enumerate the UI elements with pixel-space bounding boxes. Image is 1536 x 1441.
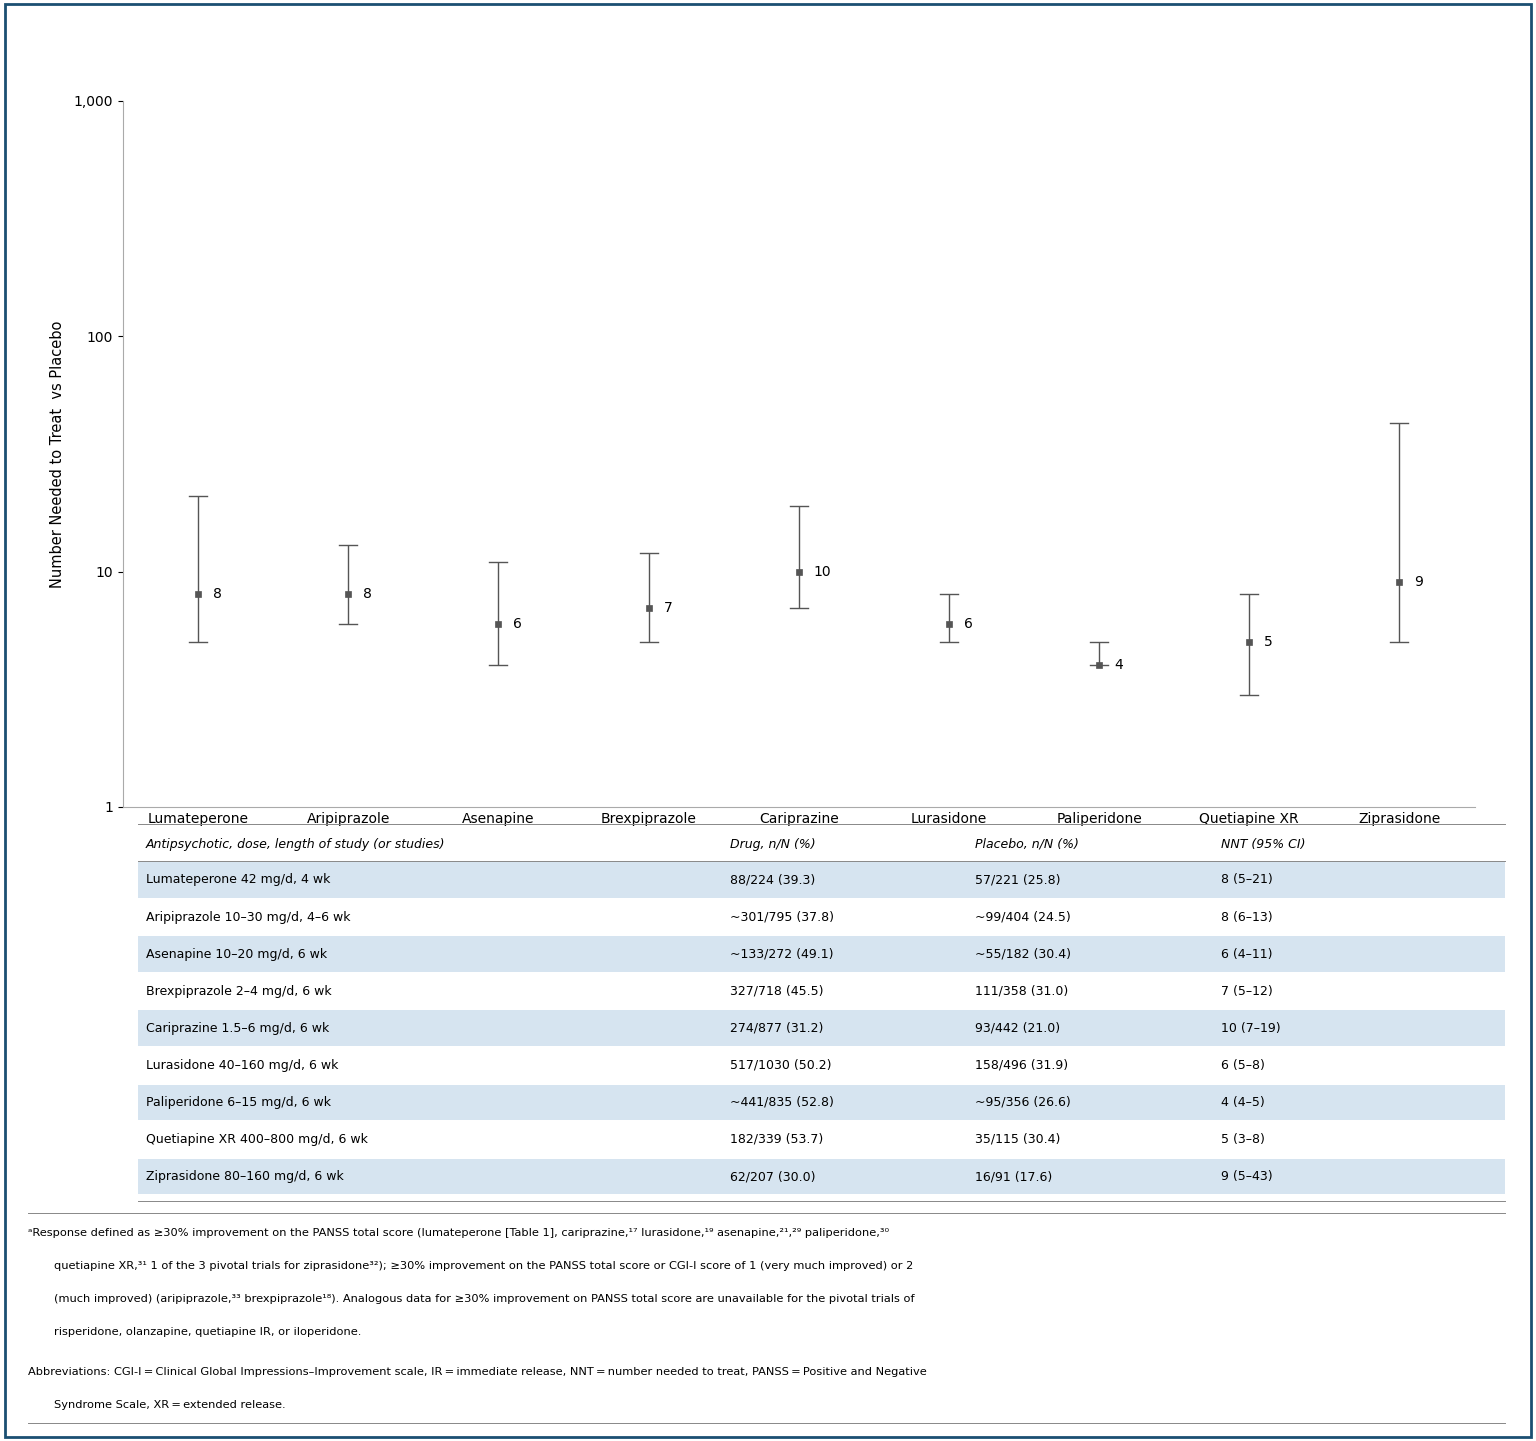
Text: 8: 8 — [362, 588, 372, 601]
Text: (much improved) (aripiprazole,³³ brexpiprazole¹⁸). Analogous data for ≥30% impro: (much improved) (aripiprazole,³³ brexpip… — [54, 1294, 914, 1304]
Text: 57/221 (25.8): 57/221 (25.8) — [975, 873, 1061, 886]
Text: ~133/272 (49.1): ~133/272 (49.1) — [730, 948, 833, 961]
Text: quetiapine XR,³¹ 1 of the 3 pivotal trials for ziprasidone³²); ≥30% improvement : quetiapine XR,³¹ 1 of the 3 pivotal tria… — [54, 1261, 912, 1271]
Text: Brexpiprazole 2–4 mg/d, 6 wk: Brexpiprazole 2–4 mg/d, 6 wk — [146, 984, 332, 997]
Text: Lumateperone 42 mg/d, 4 wk: Lumateperone 42 mg/d, 4 wk — [146, 873, 330, 886]
Text: 6 (5–8): 6 (5–8) — [1221, 1059, 1266, 1072]
Text: 327/718 (45.5): 327/718 (45.5) — [730, 984, 823, 997]
Bar — [138, 1010, 1505, 1046]
Text: 93/442 (21.0): 93/442 (21.0) — [975, 1022, 1060, 1035]
Text: Asenapine 10–20 mg/d, 6 wk: Asenapine 10–20 mg/d, 6 wk — [146, 948, 327, 961]
Text: risperidone, olanzapine, quetiapine IR, or iloperidone.: risperidone, olanzapine, quetiapine IR, … — [54, 1327, 361, 1337]
Bar — [138, 862, 1505, 898]
Text: ~55/182 (30.4): ~55/182 (30.4) — [975, 948, 1072, 961]
Text: 4 (4–5): 4 (4–5) — [1221, 1097, 1264, 1110]
Text: Syndrome Scale, XR = extended release.: Syndrome Scale, XR = extended release. — [54, 1401, 286, 1411]
Text: 6 (4–11): 6 (4–11) — [1221, 948, 1273, 961]
Text: 111/358 (31.0): 111/358 (31.0) — [975, 984, 1069, 997]
Text: 8 (6–13): 8 (6–13) — [1221, 911, 1273, 924]
Text: Paliperidone 6–15 mg/d, 6 wk: Paliperidone 6–15 mg/d, 6 wk — [146, 1097, 330, 1110]
Text: Ziprasidone 80–160 mg/d, 6 wk: Ziprasidone 80–160 mg/d, 6 wk — [146, 1170, 344, 1183]
Text: ~441/835 (52.8): ~441/835 (52.8) — [730, 1097, 834, 1110]
Bar — [138, 1085, 1505, 1120]
Text: 62/207 (30.0): 62/207 (30.0) — [730, 1170, 816, 1183]
Y-axis label: Number Needed to Treat  vs Placebo: Number Needed to Treat vs Placebo — [51, 320, 66, 588]
Text: Abbreviations: CGI-I = Clinical Global Impressions–Improvement scale, IR = immed: Abbreviations: CGI-I = Clinical Global I… — [28, 1368, 926, 1378]
Text: Placebo, n/N (%): Placebo, n/N (%) — [975, 837, 1080, 850]
Text: 517/1030 (50.2): 517/1030 (50.2) — [730, 1059, 831, 1072]
Text: Drug, n/N (%): Drug, n/N (%) — [730, 837, 816, 850]
Bar — [138, 937, 1505, 971]
Text: 7 (5–12): 7 (5–12) — [1221, 984, 1273, 997]
Bar — [138, 1159, 1505, 1195]
Text: 8 (5–21): 8 (5–21) — [1221, 873, 1273, 886]
Text: Lurasidone 40–160 mg/d, 6 wk: Lurasidone 40–160 mg/d, 6 wk — [146, 1059, 338, 1072]
Text: 88/224 (39.3): 88/224 (39.3) — [730, 873, 816, 886]
Text: Cariprazine 1.5–6 mg/d, 6 wk: Cariprazine 1.5–6 mg/d, 6 wk — [146, 1022, 329, 1035]
Text: ~95/356 (26.6): ~95/356 (26.6) — [975, 1097, 1071, 1110]
Text: 158/496 (31.9): 158/496 (31.9) — [975, 1059, 1069, 1072]
Text: 4: 4 — [1114, 659, 1123, 673]
Text: 8: 8 — [214, 588, 221, 601]
Text: Figure 1. Efficacy as Measured by NNT for Response vs Placebo for Selected Secon: Figure 1. Efficacy as Measured by NNT fo… — [12, 29, 1117, 43]
Text: ~301/795 (37.8): ~301/795 (37.8) — [730, 911, 834, 924]
Text: NNT (95% CI): NNT (95% CI) — [1221, 837, 1306, 850]
Text: Aripiprazole 10–30 mg/d, 4–6 wk: Aripiprazole 10–30 mg/d, 4–6 wk — [146, 911, 350, 924]
Text: Antipsychotic, dose, length of study (or studies): Antipsychotic, dose, length of study (or… — [146, 837, 445, 850]
Text: 5: 5 — [1264, 635, 1273, 650]
Text: 10 (7–19): 10 (7–19) — [1221, 1022, 1281, 1035]
Text: Quetiapine XR 400–800 mg/d, 6 wk: Quetiapine XR 400–800 mg/d, 6 wk — [146, 1133, 367, 1146]
Text: 6: 6 — [513, 617, 522, 631]
Text: 274/877 (31.2): 274/877 (31.2) — [730, 1022, 823, 1035]
Text: Acute Pivotal Placebo-Controlled Trials in Adults, Noted as Informative in Produ: Acute Pivotal Placebo-Controlled Trials … — [12, 62, 813, 76]
Text: 16/91 (17.6): 16/91 (17.6) — [975, 1170, 1052, 1183]
Text: 5 (3–8): 5 (3–8) — [1221, 1133, 1266, 1146]
Text: 182/339 (53.7): 182/339 (53.7) — [730, 1133, 823, 1146]
Text: ᵃResponse defined as ≥30% improvement on the PANSS total score (lumateperone [Ta: ᵃResponse defined as ≥30% improvement on… — [28, 1228, 889, 1238]
Text: 10: 10 — [814, 565, 831, 579]
Text: 6: 6 — [965, 617, 972, 631]
Text: 9: 9 — [1415, 575, 1424, 589]
Text: 35/115 (30.4): 35/115 (30.4) — [975, 1133, 1061, 1146]
Text: ~99/404 (24.5): ~99/404 (24.5) — [975, 911, 1071, 924]
Text: 7: 7 — [664, 601, 673, 615]
Text: 9 (5–43): 9 (5–43) — [1221, 1170, 1273, 1183]
